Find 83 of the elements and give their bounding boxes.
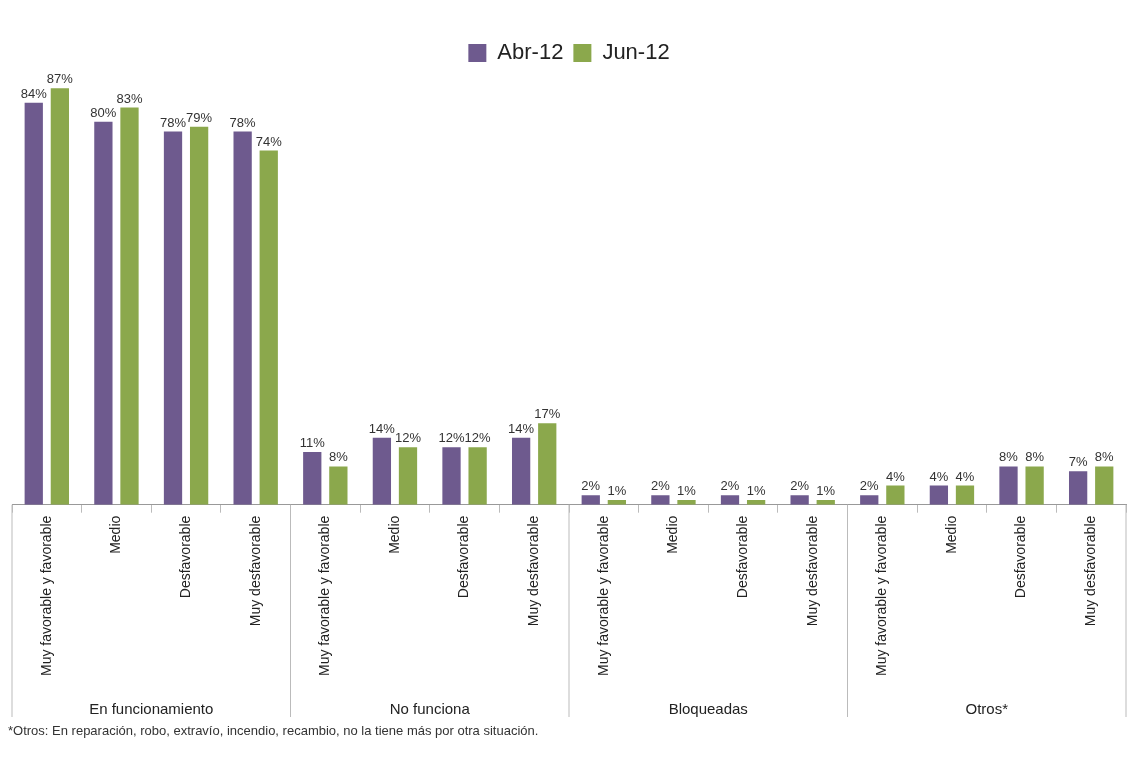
bar <box>720 495 740 505</box>
bar <box>1068 471 1088 505</box>
bar <box>929 485 949 505</box>
data-label: 14% <box>508 420 535 436</box>
x-tick-label: Desfavorable <box>176 515 193 599</box>
x-tick-label: Desfavorable <box>455 515 472 599</box>
bar <box>886 485 905 505</box>
x-tick-label: Desfavorable <box>733 515 750 599</box>
data-label: 2% <box>581 478 601 494</box>
bar <box>790 495 809 505</box>
text: Bloqueadas <box>668 699 748 717</box>
data-label: 12% <box>394 430 422 446</box>
x-tick-label: Muy favorable y favorable <box>316 515 333 677</box>
text: *Otros: En reparación, robo, extravío, incendio, recambio, no la tiene más por otra situación. <box>8 723 540 738</box>
bar <box>512 437 531 505</box>
bar <box>163 131 183 505</box>
bar <box>329 466 348 505</box>
bar <box>651 495 670 505</box>
x-tick-label: Desfavorable <box>1012 515 1029 599</box>
x-tick-label: Muy desfavorable <box>1082 515 1099 627</box>
data-label: 4% <box>929 468 949 484</box>
data-label: 78% <box>229 114 257 130</box>
bar <box>538 423 557 505</box>
text: No funciona <box>389 699 471 717</box>
bar <box>259 150 278 505</box>
data-label: 80% <box>90 104 117 120</box>
bar <box>233 131 252 505</box>
bar <box>50 88 70 505</box>
data-label: 8% <box>328 449 349 465</box>
data-label: 1% <box>677 482 697 498</box>
x-tick-label: Muy desfavorable <box>246 515 263 627</box>
data-label: 79% <box>186 109 213 125</box>
bar <box>94 121 113 505</box>
x-tick-label: Muy favorable y favorable <box>594 515 611 677</box>
x-tick-label: Muy desfavorable <box>803 515 820 627</box>
data-label: 87% <box>46 71 74 87</box>
data-label: 1% <box>816 482 836 498</box>
data-label: 74% <box>255 133 283 149</box>
bar <box>860 495 879 505</box>
x-tick-label: Muy favorable y favorable <box>873 515 890 677</box>
data-label: 84% <box>20 85 48 101</box>
data-label: 8% <box>999 449 1019 465</box>
bar <box>442 447 461 505</box>
bar <box>955 485 975 505</box>
bar <box>189 126 209 505</box>
text: En funcionamiento <box>89 699 214 717</box>
data-label: 2% <box>650 478 671 494</box>
bar <box>120 107 139 505</box>
data-label: 2% <box>720 478 740 494</box>
bar <box>468 447 487 505</box>
data-label: 78% <box>159 114 187 130</box>
x-tick-label: Medio <box>942 515 959 554</box>
legend-label: Jun-12 <box>602 39 670 65</box>
data-label: 11% <box>299 435 326 451</box>
x-tick-label: Muy desfavorable <box>525 515 542 627</box>
data-label: 83% <box>116 90 143 106</box>
x-tick-label: Muy favorable y favorable <box>37 515 54 677</box>
data-label: 2% <box>790 478 810 494</box>
x-tick-label: Medio <box>107 515 124 554</box>
data-label: 17% <box>534 406 561 422</box>
bar <box>1025 466 1044 505</box>
data-label: 4% <box>885 468 906 484</box>
bar <box>24 102 43 505</box>
x-tick-label: Medio <box>664 515 681 554</box>
data-label: 1% <box>746 482 766 498</box>
data-label: 12% <box>464 430 492 446</box>
bar <box>372 437 392 505</box>
data-label: 14% <box>368 420 396 436</box>
text: Otros* <box>965 699 1009 717</box>
x-tick-label: Medio <box>385 515 402 554</box>
bar <box>999 466 1018 505</box>
data-label: 2% <box>859 478 880 494</box>
bar <box>1095 466 1114 505</box>
data-label: 4% <box>955 468 975 484</box>
bar <box>581 495 600 505</box>
data-label: 1% <box>607 482 627 498</box>
data-label: 7% <box>1068 454 1088 470</box>
data-label: 8% <box>1025 449 1045 465</box>
data-label: 12% <box>438 430 465 446</box>
bar <box>398 447 418 505</box>
bar <box>303 452 322 505</box>
legend-label: Abr-12 <box>497 39 564 65</box>
data-label: 8% <box>1094 449 1115 465</box>
